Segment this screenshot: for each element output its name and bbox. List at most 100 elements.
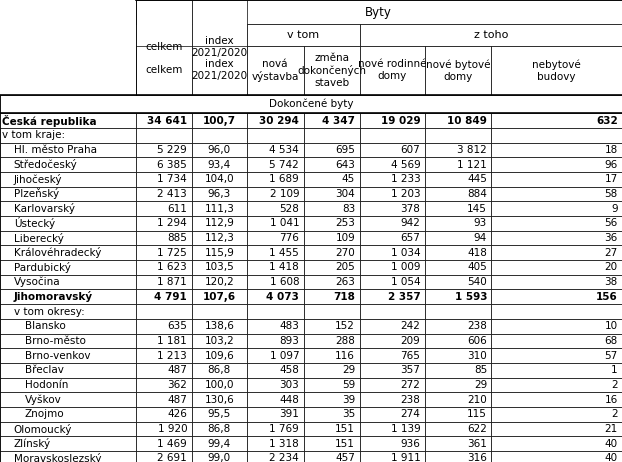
Text: 487: 487	[167, 395, 187, 405]
Text: 130,6: 130,6	[205, 395, 234, 405]
Text: 1 455: 1 455	[269, 248, 299, 258]
Bar	[136, 0, 622, 24]
Bar	[360, 437, 425, 451]
Bar	[360, 348, 425, 363]
Bar	[491, 231, 622, 245]
Bar	[304, 392, 360, 407]
Bar	[360, 113, 425, 128]
Bar	[491, 201, 622, 216]
Text: 942: 942	[401, 219, 420, 228]
Text: 83: 83	[342, 204, 355, 214]
Text: 19 029: 19 029	[381, 116, 420, 126]
Bar	[247, 422, 304, 437]
Text: 361: 361	[467, 439, 487, 449]
Bar	[304, 128, 360, 143]
Bar	[491, 437, 622, 451]
Text: 457: 457	[335, 453, 355, 462]
Text: 391: 391	[279, 409, 299, 419]
Text: celkem: celkem	[145, 66, 182, 75]
Bar	[425, 231, 491, 245]
Bar	[0, 95, 622, 113]
Text: 1 911: 1 911	[391, 453, 420, 462]
Bar	[491, 245, 622, 260]
Text: Brno-venkov: Brno-venkov	[25, 351, 90, 361]
Bar	[304, 437, 360, 451]
Bar	[425, 407, 491, 422]
Bar	[0, 113, 136, 128]
Text: 2 234: 2 234	[269, 453, 299, 462]
Text: 303: 303	[279, 380, 299, 390]
Bar	[247, 275, 304, 290]
Bar	[425, 143, 491, 157]
Bar	[425, 113, 491, 128]
Text: 378: 378	[401, 204, 420, 214]
Bar	[192, 290, 247, 304]
Bar	[247, 377, 304, 392]
Bar	[247, 216, 304, 231]
Bar	[247, 201, 304, 216]
Bar	[192, 437, 247, 451]
Bar	[136, 363, 192, 377]
Text: 29: 29	[474, 380, 487, 390]
Text: 2: 2	[611, 380, 618, 390]
Text: 632: 632	[596, 116, 618, 126]
Bar	[192, 201, 247, 216]
Bar	[0, 348, 136, 363]
Text: index
2021/2020: index 2021/2020	[191, 36, 248, 58]
Text: změna
dokončených
staveb: změna dokončených staveb	[297, 53, 366, 88]
Text: 445: 445	[467, 174, 487, 184]
Text: 99,4: 99,4	[208, 439, 231, 449]
Bar	[360, 334, 425, 348]
Bar	[0, 187, 136, 201]
Text: 765: 765	[401, 351, 420, 361]
Text: Liberecký: Liberecký	[14, 232, 63, 243]
Text: 776: 776	[279, 233, 299, 243]
Bar	[360, 392, 425, 407]
Text: 4 347: 4 347	[322, 116, 355, 126]
Bar	[425, 451, 491, 462]
Bar	[247, 128, 304, 143]
Bar	[136, 304, 192, 319]
Text: 611: 611	[167, 204, 187, 214]
Text: 107,6: 107,6	[203, 292, 236, 302]
Bar	[360, 377, 425, 392]
Bar	[425, 334, 491, 348]
Bar	[491, 128, 622, 143]
Text: 93,4: 93,4	[208, 159, 231, 170]
Text: 936: 936	[401, 439, 420, 449]
Text: Zlínský: Zlínský	[14, 438, 51, 449]
Text: 17: 17	[605, 174, 618, 184]
Bar	[304, 157, 360, 172]
Bar	[247, 334, 304, 348]
Text: 2 413: 2 413	[157, 189, 187, 199]
Text: Moravskoslezský: Moravskoslezský	[14, 453, 101, 462]
Text: Plzeňský: Plzeňský	[14, 188, 59, 200]
Text: 1 034: 1 034	[391, 248, 420, 258]
Text: 3 812: 3 812	[457, 145, 487, 155]
Text: 156: 156	[596, 292, 618, 302]
Bar	[192, 157, 247, 172]
Bar	[0, 157, 136, 172]
Text: 884: 884	[467, 189, 487, 199]
Text: 138,6: 138,6	[204, 321, 234, 331]
Text: 418: 418	[467, 248, 487, 258]
Text: 5 229: 5 229	[157, 145, 187, 155]
Text: 68: 68	[605, 336, 618, 346]
Text: 96,3: 96,3	[208, 189, 231, 199]
Bar	[491, 392, 622, 407]
Bar	[0, 422, 136, 437]
Text: 115,9: 115,9	[204, 248, 234, 258]
Text: 448: 448	[279, 395, 299, 405]
Text: Pardubický: Pardubický	[14, 262, 70, 273]
Text: v tom okresy:: v tom okresy:	[14, 306, 85, 316]
Text: Hl. město Praha: Hl. město Praha	[14, 145, 96, 155]
Text: 112,9: 112,9	[204, 219, 234, 228]
Text: 85: 85	[474, 365, 487, 375]
Text: 58: 58	[605, 189, 618, 199]
Text: 100,7: 100,7	[203, 116, 236, 126]
Bar	[136, 407, 192, 422]
Bar	[491, 260, 622, 275]
Bar	[136, 172, 192, 187]
Bar	[304, 231, 360, 245]
Bar	[136, 260, 192, 275]
